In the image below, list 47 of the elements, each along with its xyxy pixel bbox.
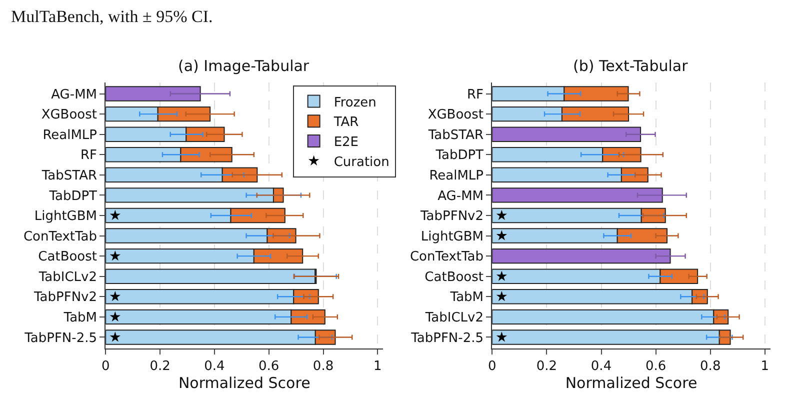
x-tick-label: 1 (760, 358, 770, 374)
y-tick-label: TabPFN-2.5 (24, 330, 98, 346)
x-tick-label: 1 (374, 358, 382, 374)
y-tick-label: XGBoost (41, 108, 98, 123)
y-tick-label: ConTextTab (410, 250, 484, 265)
y-tick-label: TabPFNv2 (420, 209, 484, 224)
y-tick-label: LightGBM (420, 229, 484, 244)
y-tick-label: XGBoost (428, 108, 484, 123)
x-tick-label: 0.4 (204, 358, 225, 374)
y-tick-label: RealMLP (42, 128, 98, 143)
x-tick-label: 0.8 (700, 358, 721, 374)
y-tick-label: ConTextTab (23, 229, 98, 244)
x-axis-title: Normalized Score (178, 374, 310, 392)
legend-label: TAR (332, 115, 359, 130)
chart-title: (a) Image-Tabular (178, 57, 310, 75)
x-axis-title: Normalized Score (565, 374, 698, 392)
y-tick-label: TabICLv2 (424, 310, 484, 326)
x-tick-label: 0 (488, 358, 496, 374)
y-tick-label: AG-MM (438, 188, 484, 204)
y-tick-label: LightGBM (34, 209, 98, 224)
x-tick-label: 0.4 (590, 358, 612, 374)
y-tick-label: AG-MM (51, 87, 98, 102)
y-tick-label: TabSTAR (427, 128, 484, 143)
legend-label: E2E (334, 135, 359, 150)
y-tick-label: CatBoost (424, 270, 484, 285)
text: MulTaBench, with ± 95% CI. (11, 7, 213, 26)
x-tick-label: 0.6 (645, 358, 666, 374)
y-tick-label: CatBoost (38, 250, 98, 265)
y-tick-label: TabM (449, 290, 484, 306)
y-tick-label: RF (80, 148, 98, 164)
x-tick-label: 0.2 (536, 358, 558, 374)
x-tick-label: 0 (101, 358, 110, 374)
y-tick-label: RF (467, 87, 484, 102)
y-tick-label: TabICLv2 (38, 270, 98, 285)
y-tick-label: TabSTAR (40, 168, 98, 184)
legend-label: Frozen (334, 95, 376, 110)
x-tick-label: 0.6 (258, 358, 280, 374)
legend-label: Curation (334, 154, 390, 170)
y-tick-label: TabDPT (48, 188, 98, 204)
y-tick-label: RealMLP (429, 168, 484, 184)
y-tick-label: TabDPT (434, 148, 484, 164)
y-tick-label: TabPFN-2.5 (410, 330, 484, 346)
x-tick-label: 0.8 (312, 358, 334, 374)
y-tick-label: TabM (62, 310, 98, 326)
y-tick-label: TabPFNv2 (33, 290, 98, 306)
chart-title: (b) Text-Tabular (573, 57, 689, 75)
x-tick-label: 0.2 (150, 358, 170, 374)
